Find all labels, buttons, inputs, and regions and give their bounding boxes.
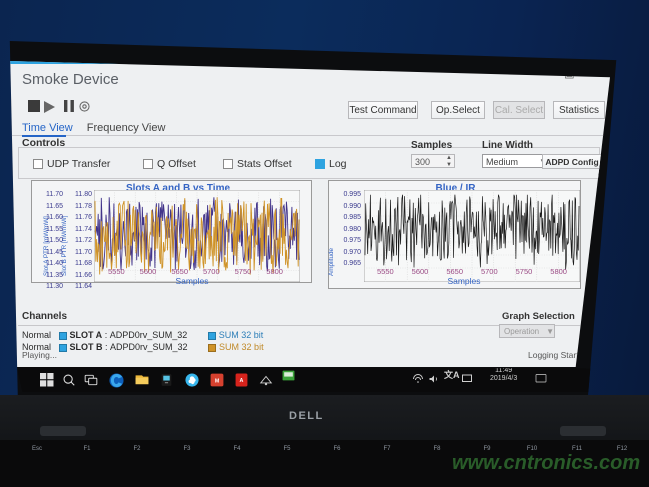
svg-text:A: A xyxy=(240,378,244,384)
svg-text:M: M xyxy=(215,378,220,384)
